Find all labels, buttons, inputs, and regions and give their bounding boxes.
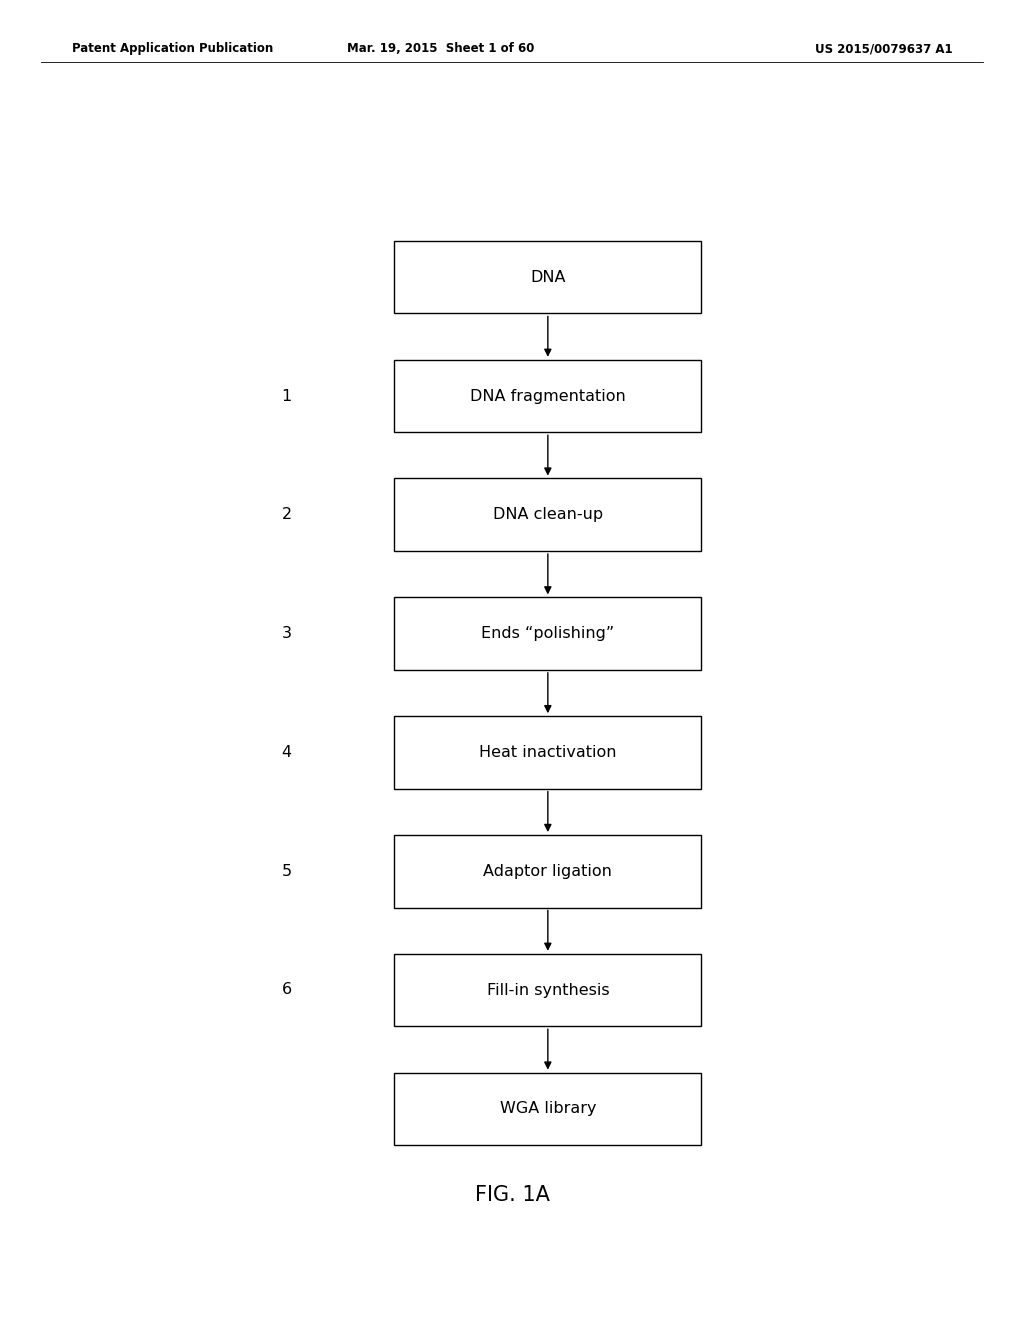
Text: Fill-in synthesis: Fill-in synthesis [486, 982, 609, 998]
Text: 5: 5 [282, 863, 292, 879]
FancyBboxPatch shape [394, 715, 701, 789]
FancyBboxPatch shape [394, 359, 701, 433]
Text: 1: 1 [282, 388, 292, 404]
Text: Heat inactivation: Heat inactivation [479, 744, 616, 760]
Text: 3: 3 [282, 626, 292, 642]
Text: DNA: DNA [530, 269, 565, 285]
Text: DNA fragmentation: DNA fragmentation [470, 388, 626, 404]
FancyBboxPatch shape [394, 478, 701, 552]
FancyBboxPatch shape [394, 953, 701, 1027]
Text: WGA library: WGA library [500, 1101, 596, 1117]
Text: FIG. 1A: FIG. 1A [474, 1184, 550, 1205]
FancyBboxPatch shape [394, 836, 701, 908]
Text: 6: 6 [282, 982, 292, 998]
Text: Patent Application Publication: Patent Application Publication [72, 42, 273, 55]
Text: Mar. 19, 2015  Sheet 1 of 60: Mar. 19, 2015 Sheet 1 of 60 [347, 42, 534, 55]
Text: US 2015/0079637 A1: US 2015/0079637 A1 [815, 42, 952, 55]
FancyBboxPatch shape [394, 1072, 701, 1144]
Text: 4: 4 [282, 744, 292, 760]
Text: DNA clean-up: DNA clean-up [493, 507, 603, 523]
Text: Ends “polishing”: Ends “polishing” [481, 626, 614, 642]
FancyBboxPatch shape [394, 597, 701, 671]
Text: 2: 2 [282, 507, 292, 523]
FancyBboxPatch shape [394, 240, 701, 313]
Text: Adaptor ligation: Adaptor ligation [483, 863, 612, 879]
